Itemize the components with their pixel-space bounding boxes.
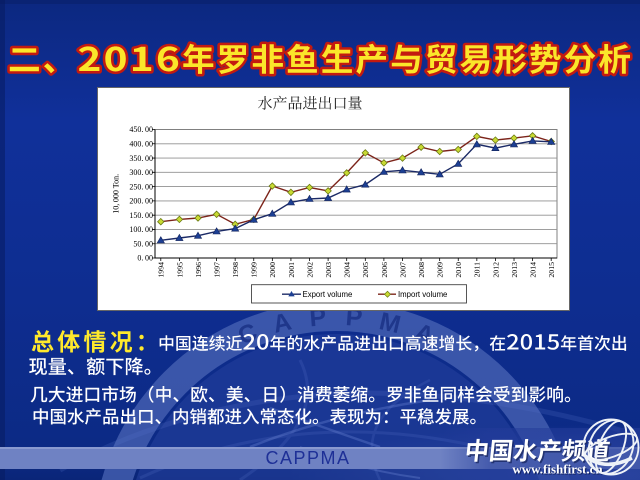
svg-text:350. 00: 350. 00 (129, 154, 153, 163)
svg-text:200. 00: 200. 00 (129, 197, 153, 206)
svg-text:2009: 2009 (436, 262, 445, 278)
svg-text:2008: 2008 (417, 262, 426, 278)
svg-text:www.fishfirst.cn: www.fishfirst.cn (512, 462, 603, 477)
svg-text:Import volume: Import volume (398, 290, 447, 299)
svg-text:2007: 2007 (398, 262, 407, 278)
svg-text:1994: 1994 (157, 262, 166, 278)
svg-text:10, 000 Ton.: 10, 000 Ton. (112, 174, 121, 214)
svg-text:2001: 2001 (287, 262, 296, 278)
svg-text:450. 00: 450. 00 (129, 125, 153, 134)
svg-text:2010: 2010 (454, 262, 463, 278)
svg-text:www.fishfirst.cn: www.fishfirst.cn (513, 463, 604, 478)
svg-text:150. 00: 150. 00 (129, 211, 153, 220)
svg-text:Export volume: Export volume (303, 290, 353, 299)
svg-text:2002: 2002 (305, 262, 314, 278)
svg-text:1995: 1995 (175, 262, 184, 278)
svg-text:2014: 2014 (529, 262, 538, 278)
svg-text:2012: 2012 (491, 262, 500, 278)
svg-text:2000: 2000 (268, 262, 277, 278)
svg-text:2011: 2011 (473, 262, 482, 277)
svg-text:1996: 1996 (194, 262, 203, 278)
svg-text:0. 00: 0. 00 (137, 254, 153, 263)
svg-text:2004: 2004 (343, 262, 352, 278)
svg-text:CAPPMA: CAPPMA (265, 448, 350, 468)
svg-text:2005: 2005 (361, 262, 370, 278)
svg-text:2015: 2015 (547, 262, 556, 278)
svg-text:2013: 2013 (510, 262, 519, 278)
svg-text:100. 00: 100. 00 (129, 225, 153, 234)
svg-text:300. 00: 300. 00 (129, 168, 153, 177)
svg-text:2006: 2006 (380, 262, 389, 278)
svg-text:50. 00: 50. 00 (133, 239, 153, 248)
svg-text:1997: 1997 (213, 262, 222, 278)
svg-text:400. 00: 400. 00 (129, 140, 153, 149)
svg-text:1998: 1998 (231, 262, 240, 278)
svg-text:1999: 1999 (250, 262, 259, 278)
svg-text:250. 00: 250. 00 (129, 182, 153, 191)
svg-text:2003: 2003 (324, 262, 333, 278)
svg-text:A: A (270, 308, 294, 339)
